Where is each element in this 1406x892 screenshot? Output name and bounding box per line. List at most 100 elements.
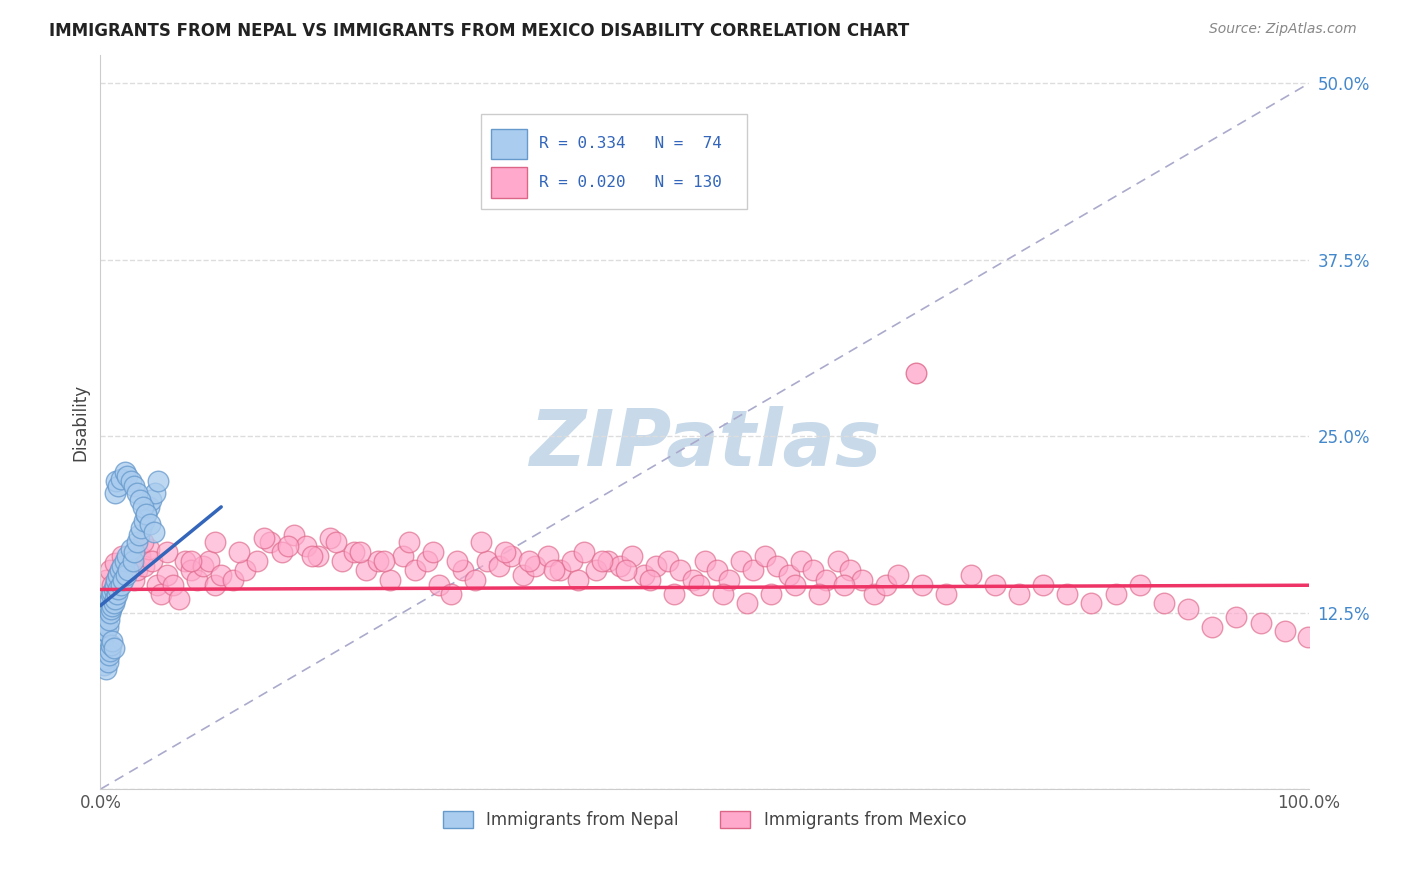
- Point: [98, 606, 121, 620]
- Point: [1225, 610, 1247, 624]
- Point: [131, 535, 153, 549]
- Point: [94, 624, 117, 639]
- Point: [101, 584, 124, 599]
- Point: [96, 615, 118, 630]
- Point: [90, 615, 112, 630]
- Point: [664, 587, 686, 601]
- Point: [209, 567, 232, 582]
- Text: R = 0.334   N =  74: R = 0.334 N = 74: [538, 136, 721, 152]
- Point: [935, 587, 957, 601]
- Point: [139, 516, 162, 531]
- FancyBboxPatch shape: [491, 128, 527, 160]
- Point: [204, 535, 226, 549]
- Point: [633, 567, 655, 582]
- Point: [96, 599, 118, 613]
- Point: [122, 545, 145, 559]
- Point: [115, 468, 138, 483]
- Point: [107, 567, 129, 582]
- Point: [1032, 577, 1054, 591]
- Point: [132, 559, 155, 574]
- Point: [138, 542, 160, 557]
- Point: [688, 577, 710, 591]
- Point: [222, 574, 245, 588]
- Point: [97, 648, 120, 662]
- Point: [494, 545, 516, 559]
- Point: [735, 596, 758, 610]
- Point: [277, 540, 299, 554]
- Point: [730, 553, 752, 567]
- Point: [887, 567, 910, 582]
- Point: [717, 574, 740, 588]
- Point: [91, 627, 114, 641]
- Point: [104, 557, 127, 571]
- Text: Source: ZipAtlas.com: Source: ZipAtlas.com: [1209, 22, 1357, 37]
- Point: [156, 545, 179, 559]
- Point: [128, 528, 150, 542]
- Point: [512, 567, 534, 582]
- Point: [470, 535, 492, 549]
- Point: [235, 563, 257, 577]
- Point: [319, 531, 342, 545]
- Point: [110, 472, 132, 486]
- Point: [693, 553, 716, 567]
- Point: [146, 577, 169, 591]
- Point: [427, 577, 450, 591]
- Point: [561, 553, 583, 567]
- Point: [107, 479, 129, 493]
- Point: [148, 475, 170, 489]
- Point: [614, 563, 637, 577]
- Point: [98, 644, 121, 658]
- Point: [488, 559, 510, 574]
- Point: [103, 582, 125, 596]
- Legend: Immigrants from Nepal, Immigrants from Mexico: Immigrants from Nepal, Immigrants from M…: [436, 805, 973, 836]
- Point: [785, 577, 807, 591]
- Point: [93, 658, 115, 673]
- Point: [120, 475, 142, 489]
- Point: [259, 535, 281, 549]
- Point: [905, 366, 928, 380]
- Point: [519, 553, 541, 567]
- Point: [657, 553, 679, 567]
- Point: [398, 535, 420, 549]
- Point: [105, 475, 128, 489]
- Point: [122, 574, 145, 588]
- Point: [295, 540, 318, 554]
- Point: [585, 563, 607, 577]
- Point: [446, 553, 468, 567]
- Point: [94, 652, 117, 666]
- Point: [180, 553, 202, 567]
- Point: [114, 559, 136, 574]
- Point: [93, 630, 115, 644]
- Point: [391, 549, 413, 564]
- Point: [766, 559, 789, 574]
- Point: [808, 587, 831, 601]
- Point: [1250, 615, 1272, 630]
- Point: [101, 577, 124, 591]
- Point: [1008, 587, 1031, 601]
- Point: [790, 553, 813, 567]
- Point: [104, 485, 127, 500]
- Point: [198, 553, 221, 567]
- Point: [156, 567, 179, 582]
- Point: [803, 563, 825, 577]
- Point: [814, 574, 837, 588]
- Point: [246, 553, 269, 567]
- Point: [464, 574, 486, 588]
- Point: [863, 587, 886, 601]
- Point: [367, 553, 389, 567]
- Point: [204, 577, 226, 591]
- Point: [117, 563, 139, 577]
- Point: [105, 574, 128, 588]
- Point: [120, 553, 142, 567]
- Point: [125, 563, 148, 577]
- Point: [114, 553, 136, 567]
- Point: [827, 553, 849, 567]
- Point: [778, 567, 800, 582]
- Point: [107, 567, 129, 582]
- Point: [139, 492, 162, 507]
- Point: [180, 563, 202, 577]
- Point: [141, 553, 163, 567]
- Point: [93, 613, 115, 627]
- Point: [1080, 596, 1102, 610]
- Point: [122, 553, 145, 567]
